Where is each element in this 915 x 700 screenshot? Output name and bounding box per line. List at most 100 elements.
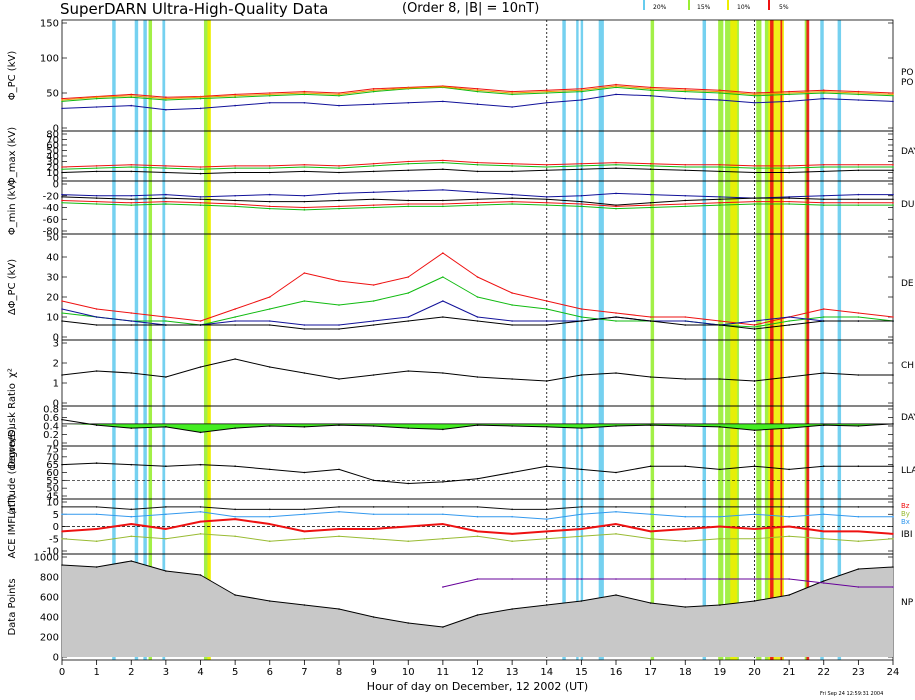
y-tick-label-phi-max-1: 10 [46,168,59,179]
data-point-phi-max-2-22 [822,170,825,173]
data-point-phi-min-0-0 [61,193,63,196]
data-point-phi-max-2-5 [234,171,236,174]
data-point-delta-phi-pc-1-10 [407,292,410,294]
data-point-ace-imf-3-16 [615,533,617,535]
data-point-delta-phi-pc-2-21 [788,316,790,318]
data-point-phi-pc-1-24 [892,95,894,97]
data-point-ace-imf-1-13 [511,515,513,518]
data-point-ace-imf-1-9 [372,513,375,516]
data-point-delta-phi-pc-3-9 [372,324,375,326]
data-point-phi-max-0-10 [407,160,410,163]
data-point-delta-phi-pc-0-15 [580,308,583,310]
data-point-phi-max-2-17 [649,168,652,170]
data-point-phi-min-3-4 [199,204,202,206]
data-point-dawn-dusk-0-1 [95,424,98,426]
data-point-phi-pc-1-6 [268,95,271,97]
data-point-phi-min-3-3 [165,203,167,205]
data-point-phi-pc-1-4 [199,97,202,100]
data-point-delta-phi-pc-2-0 [61,308,63,310]
data-point-phi-min-0-7 [303,194,306,197]
data-point-phi-min-3-19 [719,204,721,206]
x-tick-label-16: 16 [610,667,623,678]
y-tick-label-phi-max-7: 70 [46,135,59,146]
data-point-phi-pc-2-5 [234,95,236,97]
data-point-chi2-0-14 [545,380,548,382]
data-point-phi-pc-0-17 [649,86,652,89]
data-point-delta-phi-pc-0-23 [857,312,860,314]
right-label-po-2: PO [901,78,914,88]
y-tick-label-chi2-1: 1 [53,379,59,390]
data-point-chi2-0-4 [199,366,202,368]
x-tick-label-10: 10 [402,667,415,678]
y-tick-label-latitude-3: 60 [46,468,59,479]
data-point-ace-imf-2-23 [857,530,860,533]
data-point-phi-pc-1-0 [61,100,63,103]
data-point-phi-pc-0-6 [268,92,271,94]
data-point-ace-imf-3-12 [476,535,479,538]
data-point-delta-phi-pc-3-17 [649,320,652,322]
data-point-dawn-dusk-0-15 [580,427,583,429]
data-point-ace-imf-0-11 [442,506,444,508]
y-tick-label-delta-phi-pc-0: 0 [53,333,59,344]
data-point-phi-min-1-20 [753,197,756,199]
right-label-ibi: IBI [901,530,913,540]
data-point-phi-min-2-24 [892,202,894,204]
data-point-phi-min-1-9 [372,198,375,201]
data-point-phi-pc-0-3 [165,96,167,98]
data-point-dawn-dusk-0-22 [822,424,825,426]
data-point-data-points-1-21 [788,578,790,580]
data-point-latitude-0-10 [407,482,410,485]
data-point-phi-pc-2-17 [649,88,652,90]
data-point-phi-max-1-5 [234,167,236,169]
data-point-delta-phi-pc-2-2 [130,320,133,322]
data-point-phi-pc-1-2 [130,96,133,98]
data-point-phi-max-1-13 [511,165,513,167]
data-point-phi-pc-1-1 [95,97,98,100]
data-point-ace-imf-2-12 [476,530,479,533]
x-tick-label-5: 5 [232,667,238,678]
data-point-phi-max-1-22 [822,166,825,168]
data-point-ace-imf-1-22 [822,513,825,516]
data-point-phi-min-3-8 [338,207,340,210]
data-point-phi-max-2-12 [476,170,479,173]
data-point-ace-imf-1-14 [545,518,548,520]
data-point-ace-imf-2-20 [753,528,756,530]
data-point-phi-max-1-7 [303,166,306,168]
data-point-ace-imf-0-4 [199,506,202,508]
data-point-delta-phi-pc-3-13 [511,324,513,326]
data-point-phi-pc-0-5 [234,93,236,96]
data-point-ace-imf-2-4 [199,520,202,523]
data-point-phi-pc-1-18 [684,90,687,93]
data-point-chi2-0-3 [165,376,167,378]
y-tick-label-phi-min-3: -20 [43,191,59,202]
data-point-dawn-dusk-0-24 [892,423,894,425]
data-point-ace-imf-0-1 [95,506,98,508]
threshold-swatch-15 [688,0,690,10]
data-point-ace-imf-3-18 [684,540,687,542]
data-point-phi-pc-3-2 [130,104,133,107]
imf-label-bx: Bx [901,518,910,526]
data-point-phi-pc-0-16 [615,83,617,86]
y-tick-label-ace-imf-3: 5 [53,510,59,521]
data-point-dawn-dusk-0-19 [719,426,721,428]
data-point-delta-phi-pc-2-14 [545,320,548,322]
data-point-delta-phi-pc-2-7 [303,324,306,326]
data-point-phi-min-3-9 [372,206,375,209]
data-point-chi2-0-16 [615,372,617,374]
data-point-phi-min-0-18 [684,194,687,197]
y-tick-label-phi-max-2: 20 [46,163,59,174]
data-point-data-points-1-22 [822,582,825,584]
data-point-phi-pc-3-22 [822,97,825,100]
data-point-phi-min-1-22 [822,198,825,201]
data-point-ace-imf-0-12 [476,506,479,508]
data-point-ace-imf-3-15 [580,535,583,538]
right-label-lla: LLA [901,466,915,476]
data-point-phi-pc-2-11 [442,85,444,88]
data-point-delta-phi-pc-1-6 [268,308,271,310]
data-point-ace-imf-0-9 [372,506,375,508]
data-point-latitude-0-1 [95,462,98,464]
x-tick-label-20: 20 [748,667,761,678]
data-point-delta-phi-pc-3-16 [615,316,617,318]
data-point-ace-imf-3-1 [95,540,98,542]
data-point-phi-pc-3-0 [61,107,63,110]
